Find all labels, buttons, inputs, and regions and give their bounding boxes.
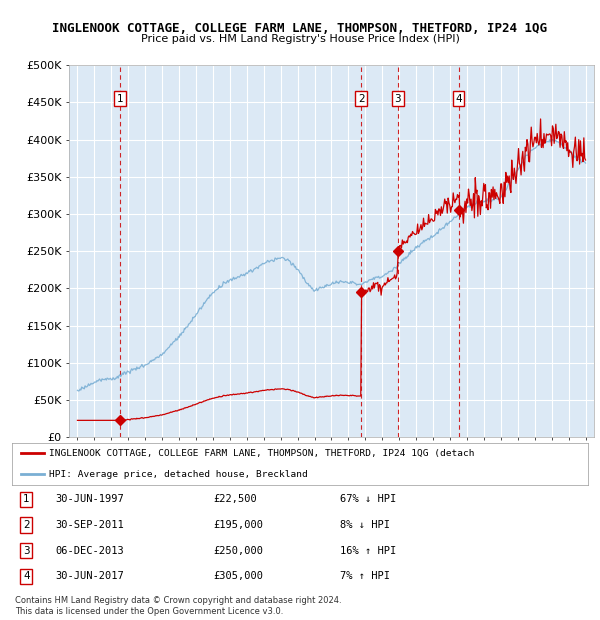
Text: 3: 3 [395,94,401,104]
Text: 2: 2 [358,94,364,104]
Text: 4: 4 [455,94,462,104]
Text: 30-JUN-2017: 30-JUN-2017 [55,571,124,581]
Text: 30-JUN-1997: 30-JUN-1997 [55,495,124,505]
Text: 2: 2 [23,520,30,530]
Text: HPI: Average price, detached house, Breckland: HPI: Average price, detached house, Brec… [49,470,308,479]
Text: 16% ↑ HPI: 16% ↑ HPI [340,546,397,556]
Text: £305,000: £305,000 [214,571,263,581]
Text: 67% ↓ HPI: 67% ↓ HPI [340,495,397,505]
Text: Price paid vs. HM Land Registry's House Price Index (HPI): Price paid vs. HM Land Registry's House … [140,34,460,44]
Text: 7% ↑ HPI: 7% ↑ HPI [340,571,391,581]
Text: Contains HM Land Registry data © Crown copyright and database right 2024.
This d: Contains HM Land Registry data © Crown c… [15,596,341,616]
Text: 8% ↓ HPI: 8% ↓ HPI [340,520,391,530]
Text: INGLENOOK COTTAGE, COLLEGE FARM LANE, THOMPSON, THETFORD, IP24 1QG: INGLENOOK COTTAGE, COLLEGE FARM LANE, TH… [53,22,548,35]
Text: 06-DEC-2013: 06-DEC-2013 [55,546,124,556]
Text: 4: 4 [23,571,30,581]
Text: INGLENOOK COTTAGE, COLLEGE FARM LANE, THOMPSON, THETFORD, IP24 1QG (detach: INGLENOOK COTTAGE, COLLEGE FARM LANE, TH… [49,449,475,458]
Text: £250,000: £250,000 [214,546,263,556]
Text: 3: 3 [23,546,30,556]
Text: 30-SEP-2011: 30-SEP-2011 [55,520,124,530]
Text: 1: 1 [23,495,30,505]
Text: £195,000: £195,000 [214,520,263,530]
Text: 1: 1 [116,94,123,104]
Text: £22,500: £22,500 [214,495,257,505]
